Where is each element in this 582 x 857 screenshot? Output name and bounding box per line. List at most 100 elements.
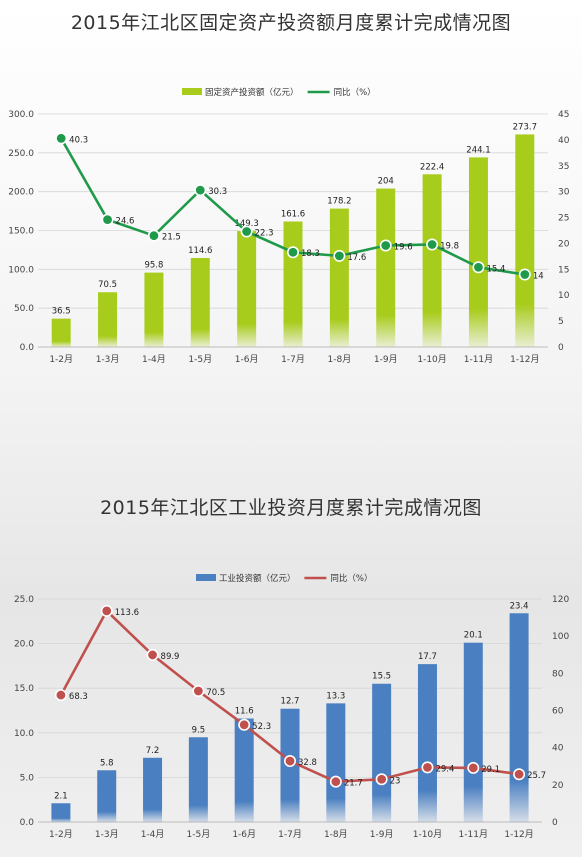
- bar: [98, 292, 118, 347]
- bar-value-label: 12.7: [281, 697, 300, 707]
- y-tick-label: 50.0: [14, 304, 34, 314]
- bar-value-label: 5.8: [100, 758, 114, 768]
- y-tick-label: 10.0: [14, 729, 34, 739]
- line-value-label: 24.6: [116, 217, 135, 227]
- bar: [144, 272, 164, 347]
- bar: [422, 174, 442, 347]
- line-value-label: 25.7: [527, 771, 546, 781]
- x-tick-label: 1-7月: [278, 829, 302, 840]
- bar-value-label: 95.8: [144, 261, 163, 271]
- line-value-label: 15.4: [486, 264, 505, 274]
- line-value-label: 40.3: [69, 135, 88, 145]
- legend-label-line: 同比（%）: [330, 573, 372, 584]
- x-tick-label: 1-12月: [510, 354, 539, 365]
- y2-tick-label: 5: [558, 317, 564, 327]
- bar: [468, 157, 488, 347]
- x-tick-label: 1-2月: [49, 354, 73, 365]
- x-tick-label: 1-3月: [96, 354, 120, 365]
- bar-value-label: 149.3: [234, 219, 258, 229]
- bar-value-label: 204: [378, 177, 394, 187]
- x-tick-label: 1-5月: [187, 829, 211, 840]
- y2-tick-label: 25: [558, 214, 569, 224]
- x-tick-label: 1-9月: [370, 829, 394, 840]
- bar-value-label: 13.3: [326, 691, 345, 701]
- line-point: [286, 246, 299, 259]
- y-tick-label: 0.0: [20, 818, 35, 828]
- line-point: [238, 718, 251, 731]
- line-point: [513, 768, 526, 781]
- line-point: [375, 773, 388, 786]
- x-tick-label: 1-8月: [324, 829, 348, 840]
- y-tick-label: 0.0: [20, 343, 35, 353]
- line-point: [192, 684, 205, 697]
- y2-tick-label: 35: [558, 162, 569, 172]
- line-point: [194, 184, 207, 197]
- bar-value-label: 161.6: [281, 209, 305, 219]
- line-value-label: 19.8: [440, 241, 459, 251]
- chart1-title: 2015年江北区固定资产投资额月度累计完成情况图: [70, 12, 512, 34]
- y-tick-label: 200.0: [8, 188, 34, 198]
- bar: [237, 231, 257, 347]
- bar: [190, 257, 210, 347]
- x-tick-label: 1-11月: [459, 829, 488, 840]
- x-tick-label: 1-4月: [141, 829, 165, 840]
- y2-tick-label: 60: [552, 707, 564, 717]
- x-tick-label: 1-10月: [413, 829, 442, 840]
- line-point: [421, 761, 434, 774]
- y2-tick-label: 120: [552, 595, 569, 605]
- bar: [143, 757, 163, 822]
- bar: [509, 613, 529, 822]
- fixed-asset-investment-chart: 0.0 50.0 100.0 150.0 200.0 250.0 300.0 0 5 10 15 20…: [8, 87, 570, 365]
- y-tick-label: 150.0: [8, 227, 34, 237]
- bar: [372, 683, 392, 822]
- bar: [188, 737, 208, 822]
- bar: [51, 318, 71, 347]
- line-point: [54, 689, 67, 702]
- bar-value-label: 222.4: [420, 162, 444, 172]
- x-tick-label: 1-10月: [417, 354, 446, 365]
- x-tick-label: 1-11月: [464, 354, 493, 365]
- line-value-label: 70.5: [206, 688, 225, 698]
- line-value-label: 113.6: [115, 608, 139, 618]
- line-value-label: 52.3: [252, 722, 271, 732]
- line-point: [329, 775, 342, 788]
- y2-tick-label: 45: [558, 110, 569, 120]
- y2-tick-label: 0: [558, 343, 564, 353]
- bar: [97, 770, 117, 822]
- line-value-label: 18.3: [301, 249, 320, 259]
- x-tick-label: 1-12月: [504, 829, 533, 840]
- industrial-investment-chart: 0.0 5.0 10.0 15.0 20.0 25.0 0 20 40 60 80 100 120 2.1…: [14, 573, 569, 840]
- line-value-label: 32.8: [298, 758, 317, 768]
- y2-tick-label: 40: [558, 136, 570, 146]
- legend-label-bar: 固定资产投资额（亿元）: [205, 87, 299, 98]
- bar-value-label: 70.5: [98, 280, 117, 290]
- line-point: [101, 213, 114, 226]
- bar-value-label: 23.4: [510, 601, 529, 611]
- y-tick-label: 250.0: [8, 149, 34, 159]
- legend-label-line: 同比（%）: [334, 87, 376, 98]
- line-point: [146, 648, 159, 661]
- y-tick-label: 5.0: [20, 773, 35, 783]
- legend-swatch-bar: [182, 88, 202, 95]
- y2-tick-label: 80: [552, 669, 564, 679]
- x-tick-label: 1-9月: [374, 354, 398, 365]
- line-value-label: 29.4: [435, 764, 454, 774]
- line-value-label: 14: [533, 272, 544, 282]
- y-tick-label: 100.0: [8, 265, 34, 275]
- line-point: [283, 755, 296, 768]
- y2-tick-label: 0: [552, 818, 558, 828]
- y2-tick-label: 15: [558, 265, 569, 275]
- bar: [417, 664, 437, 822]
- bar-value-label: 20.1: [464, 631, 483, 641]
- bar: [463, 642, 483, 822]
- bar: [51, 803, 71, 822]
- bar: [234, 718, 254, 822]
- line-value-label: 29.1: [481, 765, 500, 775]
- bar-value-label: 178.2: [327, 197, 351, 207]
- y-tick-label: 300.0: [8, 110, 34, 120]
- chart2-title: 2015年江北区工业投资月度累计完成情况图: [100, 497, 482, 519]
- line-value-label: 23: [390, 776, 401, 786]
- bar: [283, 221, 303, 347]
- legend-swatch-bar: [196, 574, 216, 581]
- y2-tick-label: 20: [558, 239, 570, 249]
